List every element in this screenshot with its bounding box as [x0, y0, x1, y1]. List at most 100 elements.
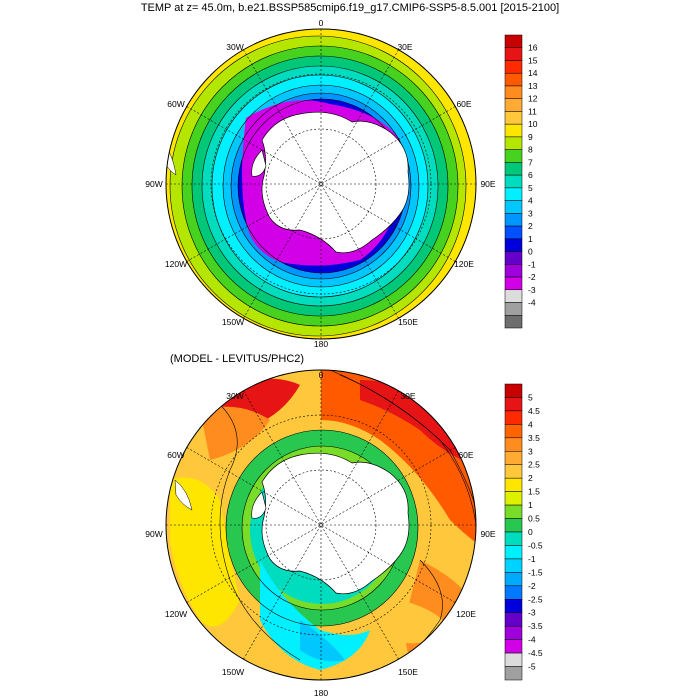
anomaly-colorbar: 5 4.5 4 3.5 3 2.5 2 1.5 1 0.5 0 -0.5 -1 -1.5 -2 -2.5 -3 -… [504, 383, 543, 681]
lon-label-60e: 60E [456, 99, 471, 109]
temperature-colorbar-label: 11 [528, 106, 537, 116]
lon-label-120e-b: 120E [456, 609, 476, 619]
temperature-colorbar-label: 0 [528, 247, 533, 257]
map-border [165, 28, 477, 340]
temperature-colorbar-swatch [504, 289, 523, 303]
antarctic-peninsula [251, 149, 267, 177]
anomaly-colorbar-swatch [504, 531, 523, 546]
anomaly-colorbar-label: 5 [528, 392, 533, 402]
graticule-anomaly [166, 370, 476, 680]
anomaly-colorbar-label: -5 [528, 662, 536, 672]
temperature-colorbar-swatch [504, 276, 523, 291]
lon-label-150w-b: 150W [222, 667, 244, 677]
anomaly-colorbar-label: 3 [528, 446, 533, 456]
temperature-colorbar-label: 13 [528, 81, 538, 91]
anomaly-colorbar-swatch [504, 491, 523, 506]
antarctica-landmass-anomaly [261, 452, 410, 595]
temperature-colorbar-label: 2 [528, 221, 533, 231]
plot-title: TEMP at z= 45.0m, b.e21.BSSP585cmip6.f19… [140, 2, 560, 14]
temperature-colorbar-swatch [504, 98, 523, 112]
lon-label-90e-b: 90E [480, 529, 495, 539]
lon-label-60e-b: 60E [458, 450, 473, 460]
anomaly-colorbar-label: 4.5 [528, 406, 540, 416]
anomaly-colorbar-label: 2 [528, 473, 533, 483]
temperature-colorbar-swatch [504, 213, 523, 227]
anomaly-colorbar-label: -1.5 [528, 567, 543, 577]
temperature-colorbar-swatch [504, 85, 523, 99]
lon-label-60w-b: 60W [167, 450, 184, 460]
anomaly-colorbar-label: 1 [528, 500, 533, 510]
anomaly-colorbar-swatch [504, 666, 523, 681]
temperature-colorbar-swatch [504, 174, 523, 189]
temperature-colorbar-label: 3 [528, 208, 533, 218]
anomaly-colorbar-label: 0 [528, 527, 533, 537]
anomaly-cold-patch [300, 620, 345, 662]
temperature-colorbar-swatch [504, 264, 523, 278]
temperature-colorbar-label: 10 [528, 119, 538, 129]
lon-label-150e: 150E [398, 317, 418, 327]
anomaly-colorbar-swatch [504, 383, 523, 398]
temperature-colorbar-label: 6 [528, 170, 533, 180]
temperature-colorbar-label: -1 [528, 259, 536, 269]
lon-label-0-b: 0 [319, 370, 324, 380]
anomaly-colorbar-label: -3.5 [528, 621, 543, 631]
longitude-labels: 0 30E 60E 90E 120E 150E 180 150W 120W 90… [145, 18, 496, 349]
lon-label-180: 180 [314, 339, 328, 349]
temperature-colorbar-swatch [504, 60, 523, 74]
anomaly-colorbar-swatch [504, 504, 523, 519]
temperature-colorbar-swatch [504, 302, 523, 316]
lon-label-120e: 120E [454, 259, 474, 269]
anomaly-colorbar-swatch [504, 585, 523, 600]
temperature-colorbar-swatch [504, 187, 523, 201]
lon-label-90w: 90W [145, 179, 162, 189]
anomaly-colorbar-swatch [504, 397, 523, 412]
temperature-contours [169, 35, 467, 337]
lon-label-150w: 150W [222, 317, 244, 327]
anomaly-mild-west [170, 477, 240, 627]
anomaly-colorbar-label: -2.5 [528, 594, 543, 604]
south-america-tip-anomaly [174, 479, 193, 511]
anomaly-colorbar-swatch [504, 518, 523, 533]
anomaly-warm-nw [200, 406, 270, 460]
temperature-colorbar-label: 5 [528, 183, 533, 193]
graticule [166, 29, 476, 339]
temperature-colorbar-swatch [504, 136, 523, 150]
temperature-colorbar-label: 14 [528, 68, 538, 78]
difference-subtitle: (MODEL - LEVITUS/PHC2) [170, 353, 305, 365]
temperature-colorbar-swatch [504, 238, 523, 252]
anomaly-colorbar-swatch [504, 545, 523, 560]
lon-label-60w: 60W [167, 99, 184, 109]
temperature-colorbar-label: 16 [528, 43, 538, 53]
temperature-colorbar-label: -4 [528, 298, 536, 308]
anomaly-colorbar-label: -1 [528, 554, 536, 564]
anomaly-colorbar-swatch [504, 625, 523, 640]
temperature-map: 0 30E 60E 90E 120E 150E 180 150W 120W 90… [145, 18, 537, 349]
anomaly-colorbar-swatch [504, 652, 523, 667]
lon-label-90w-b: 90W [145, 529, 162, 539]
anomaly-colorbar-label: 0.5 [528, 514, 540, 524]
temperature-colorbar-label: 12 [528, 94, 538, 104]
temperature-colorbar-swatch [504, 47, 523, 61]
temperature-colorbar-label: 15 [528, 55, 538, 65]
temperature-colorbar-swatch [504, 315, 523, 329]
antarctic-peninsula-anomaly [251, 491, 267, 519]
anomaly-cool-south [260, 560, 370, 670]
anomaly-colorbar-swatch [504, 558, 523, 573]
temperature-colorbar-swatch [504, 72, 523, 87]
temperature-colorbar-swatch [504, 111, 523, 125]
lon-label-30e: 30E [397, 42, 412, 52]
anomaly-colorbar-swatch [504, 612, 523, 627]
anomaly-colorbar-swatch [504, 464, 523, 479]
lon-label-90e: 90E [480, 179, 495, 189]
lon-label-150e-b: 150E [398, 667, 418, 677]
anomaly-colorbar-swatch [504, 437, 523, 452]
temperature-colorbar-swatch [504, 200, 523, 214]
temperature-colorbar-swatch [504, 251, 523, 265]
temperature-colorbar-label: 4 [528, 196, 533, 206]
anomaly-colorbar-swatch [504, 451, 523, 465]
anomaly-colorbar-label: 3.5 [528, 433, 540, 443]
anomaly-colorbar-swatch [504, 639, 523, 654]
anomaly-colorbar-label: 2.5 [528, 460, 540, 470]
anomaly-colorbar-swatch [504, 477, 523, 492]
